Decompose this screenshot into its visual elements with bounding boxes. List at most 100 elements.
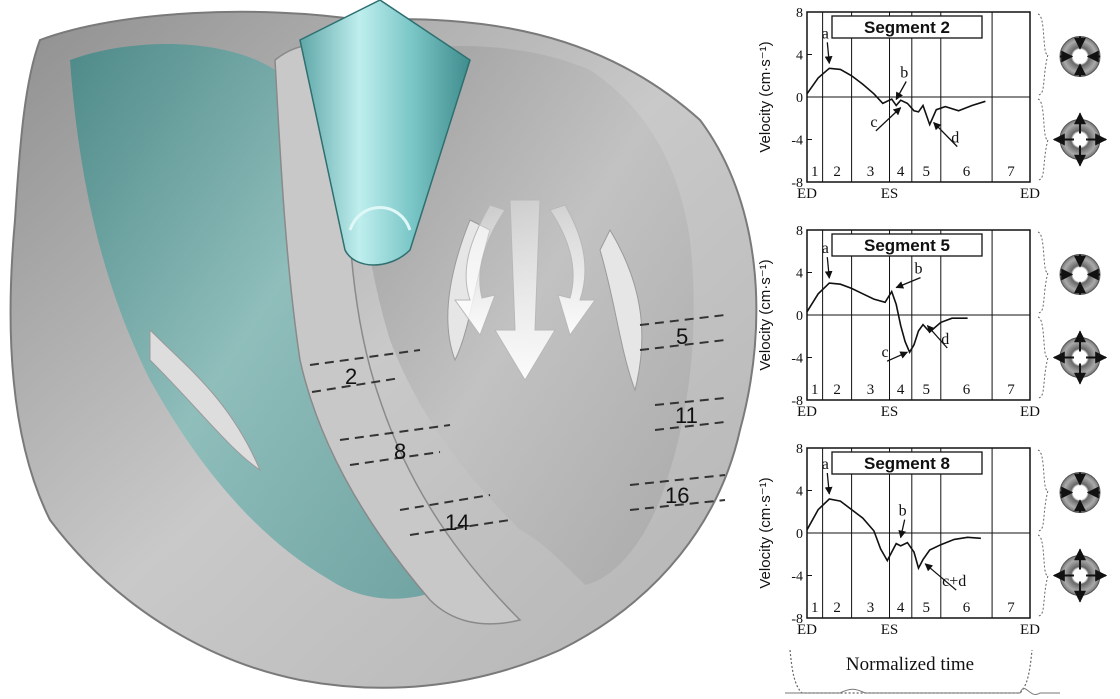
title-box — [831, 451, 983, 475]
y-tick-label: 4 — [796, 485, 803, 500]
phase-number: 5 — [923, 164, 931, 180]
segment-boundaries — [309, 314, 726, 536]
y-tick-label: -4 — [791, 352, 803, 367]
annotation-label: c+d — [942, 573, 966, 590]
annotation-arrow — [926, 325, 948, 349]
right-ventricle-cavity — [70, 43, 440, 599]
annotation-label: c — [881, 344, 888, 361]
x-axis-label: Normalized time — [846, 654, 974, 675]
phase-number: 7 — [1007, 164, 1015, 180]
annotation-arrow — [824, 472, 833, 495]
annotation-arrow — [895, 81, 907, 101]
annotation-arrow — [875, 107, 902, 132]
phase-number: 1 — [811, 382, 819, 398]
time-marker-label: ES — [881, 404, 899, 420]
phase-number: 4 — [897, 164, 905, 180]
annotation-arrow — [924, 563, 957, 591]
mitral-leaflet-right — [599, 228, 643, 392]
y-tick-label: 8 — [796, 442, 803, 457]
segment-label-2: 2 — [345, 364, 357, 389]
y-tick-label: 0 — [796, 91, 803, 106]
time-marker-label: ES — [881, 622, 899, 638]
y-axis-label: Velocity (cm·s⁻¹) — [757, 477, 774, 588]
segment-label-5: 5 — [676, 324, 688, 349]
upper-brace — [1037, 13, 1049, 96]
segment-label-14: 14 — [445, 510, 469, 535]
time-marker-label: ES — [881, 186, 899, 202]
flow-arrows — [454, 199, 596, 381]
velocity-curve — [806, 67, 986, 127]
phase-number: 5 — [923, 600, 931, 616]
y-tick-label: 8 — [796, 224, 803, 239]
time-marker-label: ED — [1020, 622, 1040, 638]
y-axis-label: Velocity (cm·s⁻¹) — [757, 259, 774, 370]
phase-number: 7 — [1007, 600, 1015, 616]
phase-number: 5 — [923, 382, 931, 398]
annotation-arrow — [824, 257, 833, 279]
plot-title: Segment 2 — [864, 18, 950, 37]
tricuspid-leaflet — [149, 328, 262, 472]
segment-label-11: 11 — [675, 403, 698, 428]
annotation-label: b — [915, 261, 923, 278]
ecg-trace — [785, 688, 1060, 695]
annotation-arrow — [898, 519, 906, 539]
y-tick-label: 8 — [796, 6, 803, 21]
plot-title: Segment 8 — [864, 454, 950, 473]
annotation-label: c — [870, 114, 877, 131]
annotation-label: d — [941, 331, 949, 348]
phase-number: 2 — [833, 382, 841, 398]
plot-segment-2: 8 4 0 -4 -8 Velocity (cm·s⁻¹) Segment 2 1 2 3 4 5 6 7… — [757, 6, 1108, 202]
phase-number: 3 — [867, 164, 875, 180]
upper-brace — [1037, 231, 1049, 314]
y-tick-label: 4 — [796, 267, 803, 282]
annotation-label: a — [822, 456, 829, 473]
segment-label-8: 8 — [394, 439, 406, 464]
time-marker-label: ED — [1020, 186, 1040, 202]
annotation-arrow — [933, 121, 958, 148]
bottom-bracket — [789, 649, 1033, 694]
lower-brace — [1037, 534, 1049, 617]
title-box — [831, 15, 983, 39]
annotation-label: b — [900, 65, 908, 82]
annotation-label: a — [822, 25, 829, 42]
phase-number: 3 — [867, 382, 875, 398]
annotation-arrow — [824, 42, 833, 65]
time-marker-label: ED — [1020, 404, 1040, 420]
y-tick-label: -8 — [791, 394, 803, 409]
annotation-label: d — [951, 130, 959, 147]
time-marker-label: ED — [797, 404, 817, 420]
plot-segment-5: 8 4 0 -4 -8 Velocity (cm·s⁻¹) Segment 5 1 2 3 4 5 6 7… — [757, 224, 1108, 420]
plot-segment-8: 8 4 0 -4 -8 Velocity (cm·s⁻¹) Segment 8 1 2 3 4 5 6 7… — [757, 442, 1108, 638]
time-marker-label: ED — [797, 186, 817, 202]
y-tick-label: -4 — [791, 134, 803, 149]
time-marker-label: ED — [797, 622, 817, 638]
phase-number: 7 — [1007, 382, 1015, 398]
phase-number: 6 — [963, 164, 971, 180]
y-tick-label: -8 — [791, 176, 803, 191]
upper-brace — [1037, 449, 1049, 532]
title-box — [831, 233, 983, 257]
plot-title: Segment 5 — [864, 236, 950, 255]
annotation-arrow — [895, 277, 921, 289]
phase-number: 6 — [963, 600, 971, 616]
y-tick-label: -4 — [791, 570, 803, 585]
phase-number: 3 — [867, 600, 875, 616]
y-tick-label: 0 — [796, 527, 803, 542]
phase-number: 4 — [897, 600, 905, 616]
phase-number: 1 — [811, 164, 819, 180]
outflow-tube — [299, 0, 471, 266]
annotation-label: a — [822, 240, 829, 257]
phase-number: 2 — [833, 600, 841, 616]
annotation-label: b — [899, 503, 907, 520]
phase-number: 6 — [963, 382, 971, 398]
annotation-arrow — [886, 351, 909, 362]
y-tick-label: -8 — [791, 612, 803, 627]
segment-label-16: 16 — [665, 483, 689, 508]
y-axis-label: Velocity (cm·s⁻¹) — [757, 41, 774, 152]
phase-number: 2 — [833, 164, 841, 180]
heart-illustration: 2 8 14 5 11 16 — [9, 0, 758, 689]
velocity-curve — [806, 498, 981, 571]
phase-number: 1 — [811, 600, 819, 616]
y-tick-label: 4 — [796, 49, 803, 64]
